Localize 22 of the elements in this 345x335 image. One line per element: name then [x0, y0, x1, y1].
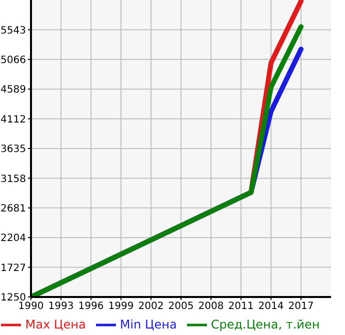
y-tick-label: 4112: [0, 114, 26, 126]
y-tick-label: 4589: [0, 84, 26, 96]
x-tick-label: 1999: [108, 301, 134, 312]
x-tick-label: 2017: [288, 301, 314, 312]
legend-label: Сред.Цена, т.йен: [210, 317, 320, 332]
x-tick-label: 2002: [138, 301, 164, 312]
x-tick-label: 2005: [168, 301, 194, 312]
x-tick-label: 2011: [228, 301, 254, 312]
x-tick-label: 2008: [198, 301, 224, 312]
y-tick-label: 2681: [0, 203, 26, 214]
x-tick-label: 1996: [78, 301, 104, 312]
x-tick-label: 2014: [258, 301, 284, 312]
y-tick-label: 5543: [0, 25, 26, 36]
y-tick-label: 5066: [0, 54, 26, 66]
y-tick-label: 3158: [0, 174, 26, 185]
x-tick-label: 1990: [18, 301, 44, 312]
y-tick-label: 1727: [0, 262, 26, 274]
legend-label: Max Цена: [25, 317, 86, 332]
legend-label: Min Цена: [120, 317, 177, 332]
y-tick-label: 3635: [0, 144, 26, 156]
x-tick-label: 1993: [48, 301, 74, 312]
y-tick-label: 2204: [0, 233, 26, 244]
